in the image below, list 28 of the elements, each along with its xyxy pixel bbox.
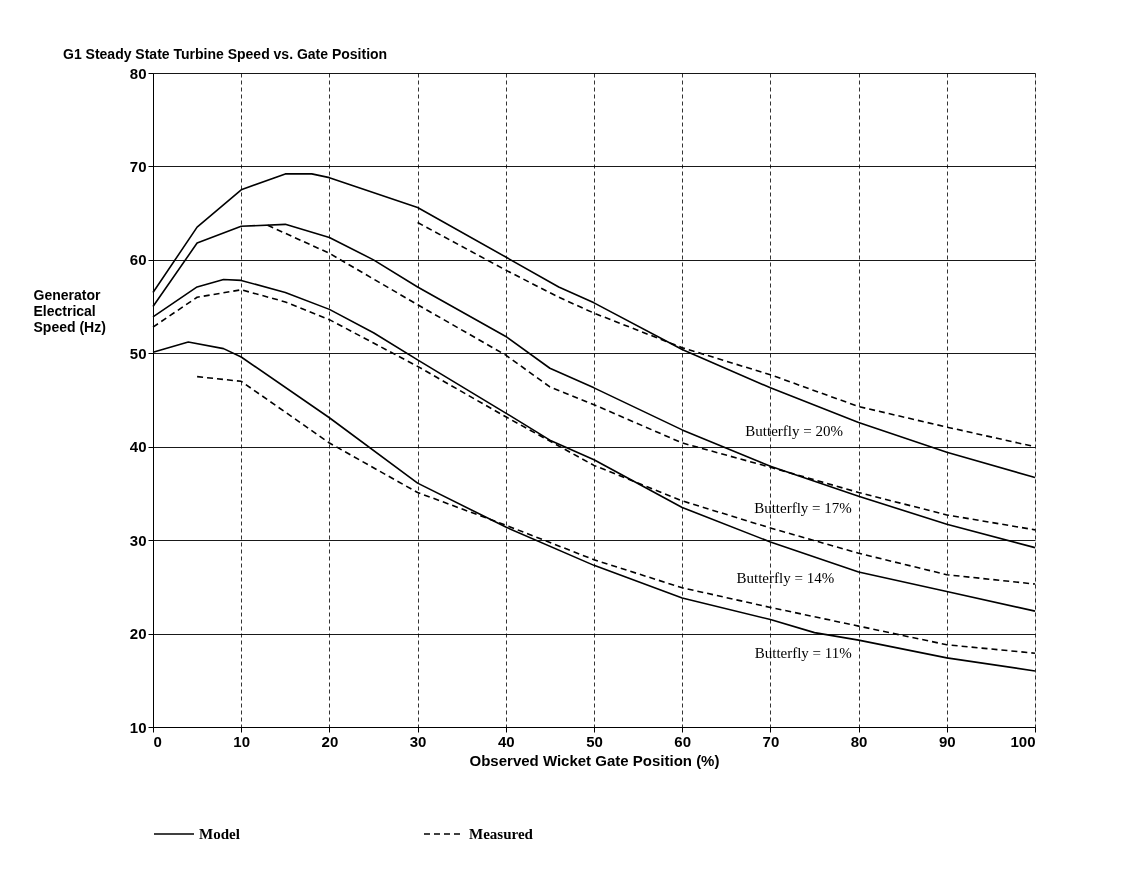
legend-label: Model xyxy=(199,826,240,842)
y-tick-label: 50 xyxy=(129,344,147,362)
y-tick-label: 30 xyxy=(129,531,147,549)
x-tick-label: 0 xyxy=(153,732,162,750)
x-tick-label: 90 xyxy=(938,732,956,750)
x-tick-label: 20 xyxy=(321,732,339,750)
legend-label: Measured xyxy=(469,826,534,842)
y-axis-title: Generator Electrical Speed (Hz) xyxy=(33,286,106,335)
x-tick-label: 70 xyxy=(762,732,780,750)
x-tick-label: 50 xyxy=(586,732,603,750)
x-axis-title: Observed Wicket Gate Position (%) xyxy=(469,751,720,769)
x-tick-label: 60 xyxy=(674,732,692,750)
x-tick-label: 40 xyxy=(497,732,515,750)
y-tick-label: 10 xyxy=(129,718,147,736)
annotation: Butterfly = 14% xyxy=(736,569,835,586)
x-tick-label: 10 xyxy=(233,732,251,750)
y-tick-label: 40 xyxy=(129,438,147,456)
annotation: Butterfly = 17% xyxy=(754,500,852,517)
annotation: Butterfly = 11% xyxy=(754,645,852,662)
y-tick-label: 70 xyxy=(129,157,147,175)
chart-title: G1 Steady State Turbine Speed vs. Gate Position xyxy=(63,46,388,62)
x-tick-label: 100 xyxy=(1010,732,1036,750)
x-tick-label: 30 xyxy=(409,732,427,750)
y-tick-label: 20 xyxy=(129,625,147,643)
x-tick-label: 80 xyxy=(850,732,868,750)
y-tick-label: 60 xyxy=(129,251,147,269)
y-tick-label: 80 xyxy=(129,64,147,82)
annotation: Butterfly = 20% xyxy=(745,422,843,439)
